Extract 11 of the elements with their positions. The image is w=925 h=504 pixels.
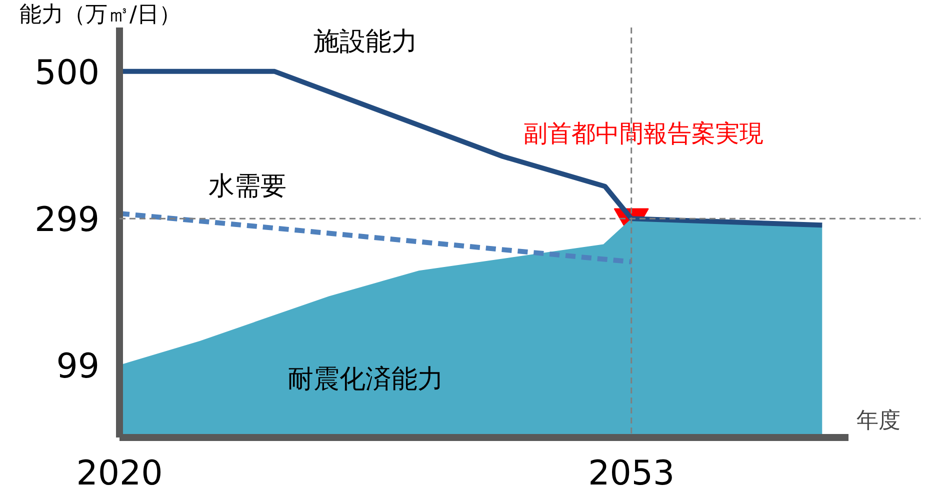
y-tick-label: 500	[34, 52, 100, 93]
annotation: 副首都中間報告案実現	[523, 120, 764, 148]
y-axis-title: 能力（万㎥/日）	[20, 2, 181, 28]
y-tick-label: 299	[34, 200, 100, 240]
y-tick-label: 99	[56, 346, 100, 387]
series-label: 水需要	[208, 172, 286, 202]
series-label: 耐震化済能力	[287, 364, 444, 395]
x-tick-label: 2053	[588, 454, 675, 494]
x-tick-label: 2020	[76, 454, 163, 494]
x-axis-title: 年度	[856, 408, 900, 434]
series-label: 施設能力	[313, 27, 418, 58]
